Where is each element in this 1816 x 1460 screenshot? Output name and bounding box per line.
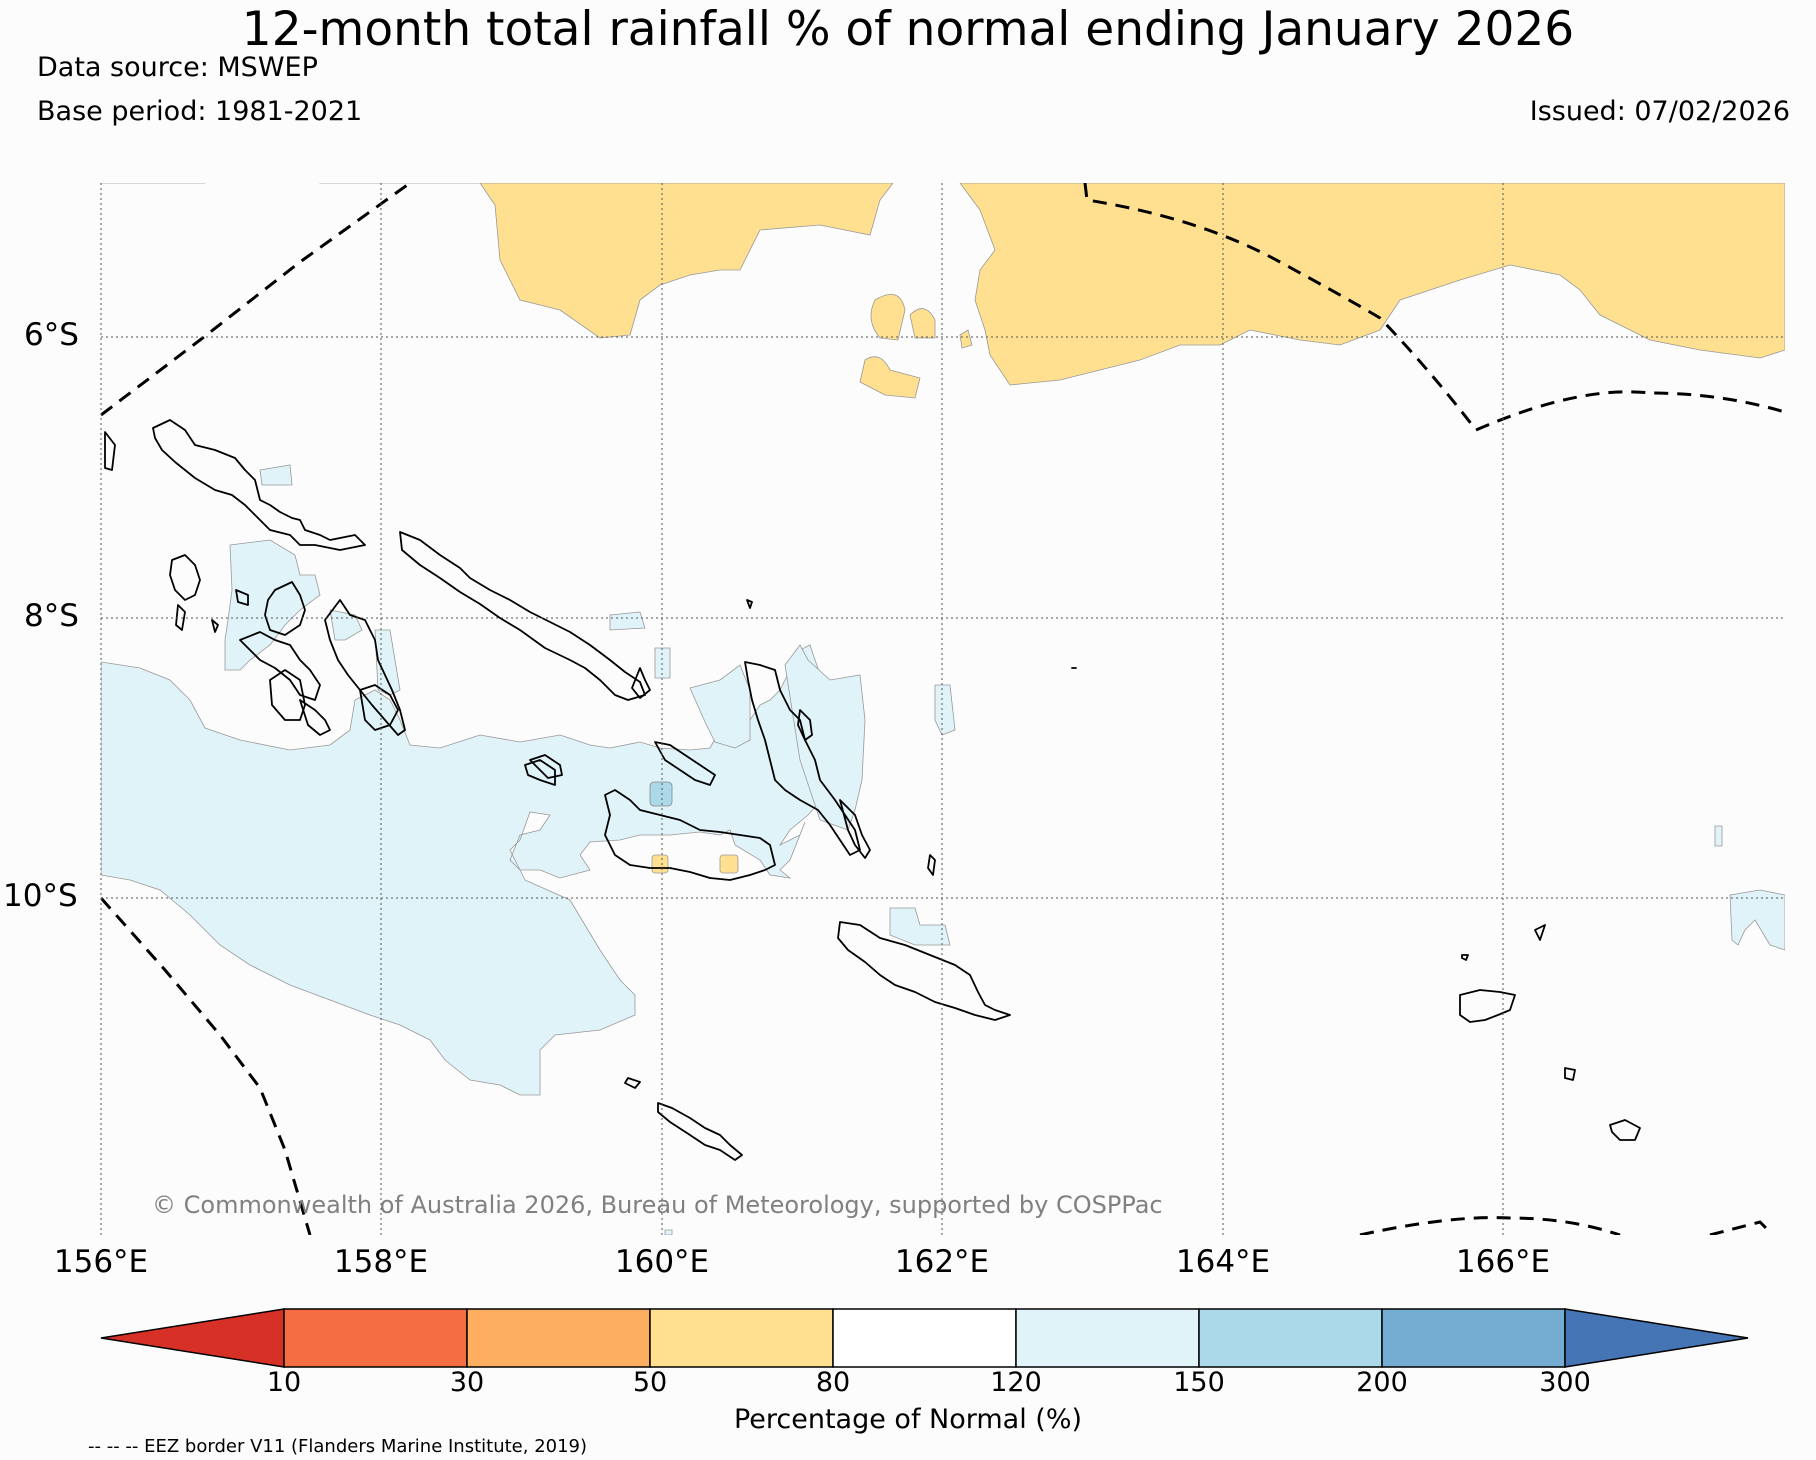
data-source: Data source: MSWEP: [37, 52, 318, 83]
issued-date: Issued: 07/02/2026: [1529, 96, 1790, 127]
colorbar-segment-10-30: [283, 1308, 468, 1368]
colorbar-label: Percentage of Normal (%): [733, 1404, 1083, 1435]
colorbar-segment-120-150: [1015, 1308, 1200, 1368]
colorbar-segment-150-200: [1198, 1308, 1383, 1368]
colorbar-segment-gt300: [1564, 1308, 1749, 1368]
lat-label-6s: 6°S: [24, 317, 79, 353]
map-title: 12-month total rainfall % of normal endi…: [241, 2, 1575, 57]
lon-label-156e: 156°E: [53, 1244, 149, 1280]
lon-label-166e: 166°E: [1455, 1244, 1551, 1280]
colorbar-tick: 300: [1539, 1367, 1591, 1398]
rainfall-below-normal-regions: [101, 183, 1785, 874]
colorbar-tick: 80: [815, 1367, 851, 1398]
colorbar-segment-200-300: [1381, 1308, 1566, 1368]
lon-label-164e: 164°E: [1175, 1244, 1271, 1280]
eez-footnote: -- -- -- EEZ border V11 (Flanders Marine…: [88, 1436, 588, 1457]
colorbar-segment-lt10: [100, 1308, 285, 1368]
graticule: [100, 183, 1785, 1235]
lat-label-10s: 10°S: [3, 878, 78, 914]
colorbar-segment-30-50: [466, 1308, 651, 1368]
colorbar-tick: 10: [266, 1367, 302, 1398]
lat-label-8s: 8°S: [24, 598, 79, 634]
colorbar-tick: 30: [449, 1367, 485, 1398]
eez-borders: [101, 183, 1785, 1235]
copyright-notice: © Commonwealth of Australia 2026, Bureau…: [152, 1191, 1163, 1219]
colorbar-tick: 120: [990, 1367, 1042, 1398]
colorbar: [100, 1308, 1749, 1368]
rainfall-much-above-region: [649, 781, 673, 807]
colorbar-tick: 50: [632, 1367, 668, 1398]
colorbar-segment-50-80: [649, 1308, 834, 1368]
lon-label-158e: 158°E: [333, 1244, 429, 1280]
colorbar-tick: 200: [1356, 1367, 1408, 1398]
base-period: Base period: 1981-2021: [37, 96, 363, 127]
coastlines: [104, 419, 1641, 1161]
colorbar-tick: 150: [1173, 1367, 1225, 1398]
lon-label-160e: 160°E: [614, 1244, 710, 1280]
lon-label-162e: 162°E: [894, 1244, 990, 1280]
colorbar-segment-80-120: [832, 1308, 1017, 1368]
